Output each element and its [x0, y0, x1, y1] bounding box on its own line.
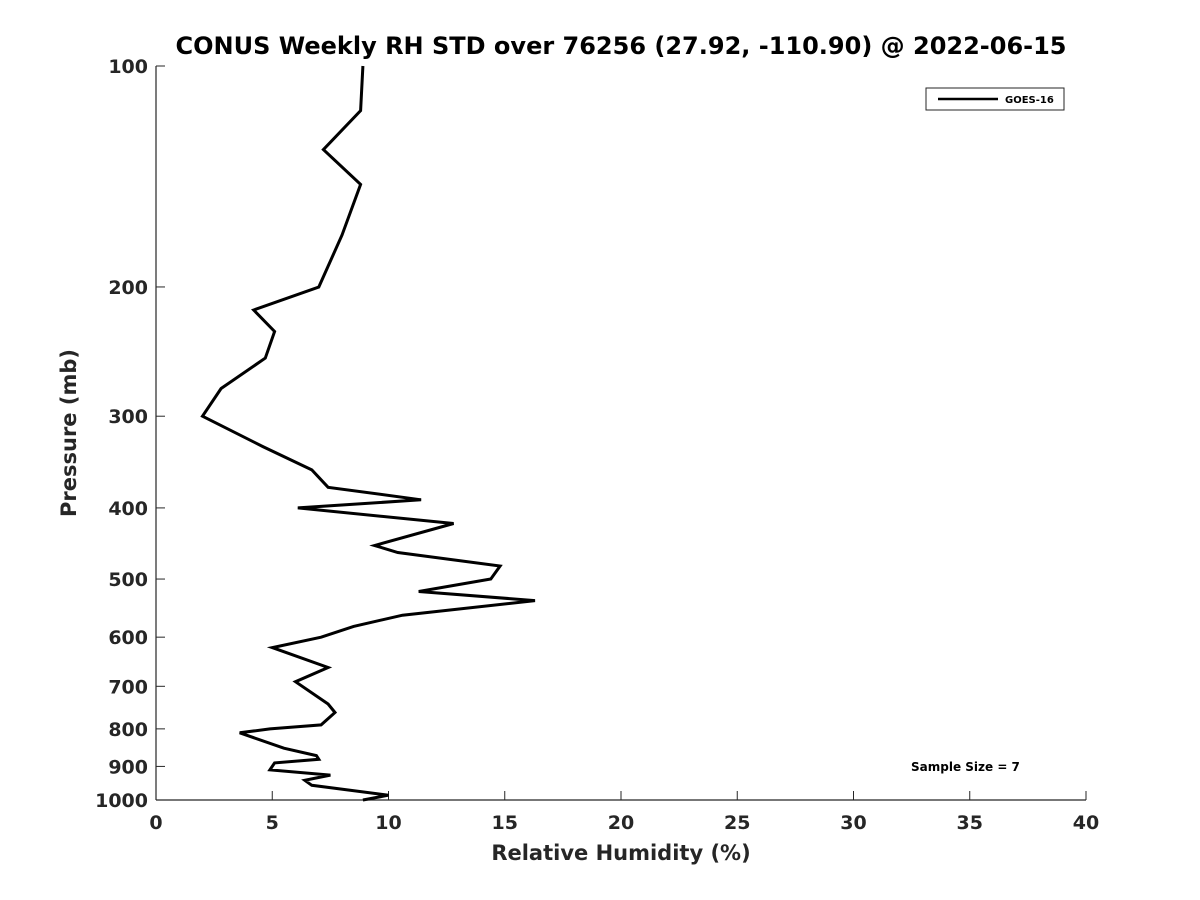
x-tick-label: 10: [375, 812, 401, 834]
y-tick-label: 400: [108, 498, 148, 520]
y-tick-label: 1000: [95, 790, 148, 812]
y-tick-label: 200: [108, 277, 148, 299]
legend: GOES-16: [925, 87, 1065, 111]
x-tick-label: 0: [149, 812, 162, 834]
x-axis-ticks: 0 5 10 15 20 25 30 35 40: [149, 791, 1099, 834]
y-tick-label: 100: [108, 56, 148, 78]
y-axis-ticks: 100 200 300 400 500 600 700 800 900 1000: [95, 56, 165, 812]
series-line-goes-16: [200, 65, 536, 802]
x-tick-label: 30: [840, 812, 866, 834]
y-tick-label: 600: [108, 627, 148, 649]
y-tick-label: 700: [108, 676, 148, 698]
x-tick-label: 35: [957, 812, 983, 834]
y-axis-label: Pressure (mb): [57, 349, 81, 517]
series-layer: [200, 65, 536, 802]
sample-size-annotation: Sample Size = 7: [911, 760, 1020, 774]
x-tick-label: 15: [492, 812, 518, 834]
y-tick-label: 800: [108, 719, 148, 741]
y-tick-label: 500: [108, 569, 148, 591]
x-tick-label: 5: [266, 812, 279, 834]
x-tick-label: 20: [608, 812, 634, 834]
y-tick-label: 900: [108, 756, 148, 778]
x-tick-label: 40: [1073, 812, 1099, 834]
legend-label: GOES-16: [1005, 95, 1054, 106]
chart-title: CONUS Weekly RH STD over 76256 (27.92, -…: [175, 32, 1066, 60]
x-axis-label: Relative Humidity (%): [491, 841, 750, 865]
y-tick-label: 300: [108, 406, 148, 428]
x-tick-label: 25: [724, 812, 750, 834]
